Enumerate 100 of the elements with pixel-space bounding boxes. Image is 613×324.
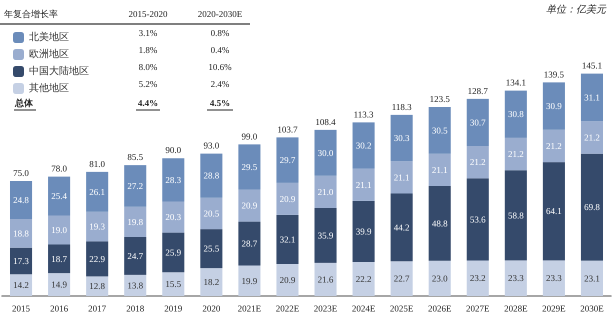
data-label: 69.8 bbox=[584, 202, 600, 212]
text: 1.8% bbox=[138, 45, 158, 55]
bar bbox=[238, 190, 260, 222]
total-label: 113.3 bbox=[354, 109, 374, 120]
text: 2015-2020 bbox=[128, 9, 168, 19]
data-label: 23.3 bbox=[508, 273, 524, 284]
data-label: 23.1 bbox=[584, 273, 600, 284]
bar bbox=[390, 161, 413, 194]
data-label: 30.7 bbox=[470, 117, 486, 128]
bar bbox=[352, 262, 375, 296]
bar bbox=[124, 165, 146, 207]
data-label: 18.8 bbox=[13, 228, 30, 238]
bar bbox=[48, 176, 70, 216]
text: 单位：亿美元 bbox=[546, 4, 607, 16]
data-label: 14.9 bbox=[51, 280, 68, 290]
bar bbox=[10, 181, 32, 219]
data-label: 21.2 bbox=[470, 157, 486, 168]
annotation: 总体 bbox=[14, 98, 34, 108]
data-label: 13.8 bbox=[127, 280, 144, 290]
x-tick-label: 2026E bbox=[428, 304, 452, 314]
bar bbox=[428, 260, 451, 296]
data-label: 21.1 bbox=[356, 180, 372, 190]
bar bbox=[238, 266, 260, 296]
legend-label: 中国大陆地区 bbox=[29, 65, 89, 77]
bar bbox=[10, 218, 32, 248]
x-tick-label: 2027E bbox=[466, 304, 490, 314]
annotation: 2.4% bbox=[210, 79, 230, 89]
data-label: 32.1 bbox=[280, 234, 296, 244]
text: 2020-2030E bbox=[198, 9, 243, 19]
data-label: 21.1 bbox=[394, 172, 410, 182]
data-label: 25.9 bbox=[165, 247, 182, 258]
data-label: 27.2 bbox=[127, 180, 144, 191]
data-label: 20.3 bbox=[165, 212, 182, 222]
bar bbox=[314, 130, 337, 176]
bar bbox=[124, 237, 146, 275]
data-label: 20.9 bbox=[242, 200, 258, 211]
bar bbox=[238, 222, 260, 266]
bar bbox=[276, 182, 299, 215]
data-label: 21.0 bbox=[318, 186, 334, 197]
total-label: 103.7 bbox=[277, 124, 298, 134]
bar bbox=[124, 274, 146, 296]
x-tick-label: 2028E bbox=[504, 304, 528, 314]
data-label: 29.7 bbox=[280, 155, 296, 166]
bar bbox=[504, 138, 527, 170]
bar bbox=[580, 154, 604, 261]
bar bbox=[504, 170, 527, 260]
bar bbox=[86, 212, 108, 242]
total-label: 85.5 bbox=[127, 152, 144, 162]
data-label: 22.9 bbox=[89, 254, 106, 264]
bar bbox=[466, 260, 489, 296]
bar bbox=[162, 272, 184, 296]
bar bbox=[162, 158, 184, 202]
data-label: 20.9 bbox=[280, 275, 296, 285]
data-label: 22.2 bbox=[356, 274, 372, 284]
data-label: 44.2 bbox=[394, 222, 410, 232]
bar bbox=[314, 208, 337, 263]
bar bbox=[542, 162, 565, 260]
data-label: 19.3 bbox=[89, 222, 106, 232]
data-label: 30.8 bbox=[508, 109, 524, 120]
x-tick-label: 2021E bbox=[238, 304, 262, 314]
bar bbox=[580, 121, 604, 154]
text: 8.0% bbox=[138, 62, 158, 72]
data-label: 14.2 bbox=[13, 280, 29, 290]
bar bbox=[542, 260, 565, 296]
x-tick-label: 2025E bbox=[390, 304, 414, 314]
data-label: 30.5 bbox=[432, 125, 448, 136]
x-tick-label: 2019 bbox=[164, 304, 183, 314]
bar bbox=[162, 202, 184, 233]
bar bbox=[504, 90, 527, 138]
bar bbox=[542, 82, 565, 130]
data-label: 23.0 bbox=[432, 273, 448, 284]
bar bbox=[428, 154, 451, 186]
total-label: 93.0 bbox=[203, 140, 220, 151]
bar bbox=[86, 241, 108, 276]
legend-label: 其他地区 bbox=[29, 82, 69, 94]
total-label: 90.0 bbox=[165, 145, 182, 156]
data-label: 24.7 bbox=[127, 250, 144, 261]
data-label: 28.7 bbox=[242, 238, 258, 249]
data-label: 20.5 bbox=[203, 208, 220, 218]
data-label: 28.3 bbox=[165, 174, 182, 185]
bar bbox=[314, 176, 337, 208]
bar bbox=[352, 200, 375, 262]
bar bbox=[428, 107, 451, 154]
total-label: 81.0 bbox=[89, 158, 106, 169]
bar bbox=[390, 261, 413, 296]
legend-label: 欧洲地区 bbox=[29, 48, 69, 60]
x-tick-label: 2029E bbox=[542, 304, 566, 314]
annotation: 4.5% bbox=[210, 98, 230, 108]
data-label: 17.3 bbox=[13, 256, 30, 266]
bar bbox=[542, 130, 565, 162]
total-label: 123.5 bbox=[430, 94, 450, 104]
total-label: 145.1 bbox=[582, 60, 602, 71]
bar bbox=[314, 262, 337, 296]
bar bbox=[276, 214, 299, 264]
bar bbox=[428, 186, 451, 261]
total-label: 128.7 bbox=[468, 86, 488, 96]
data-label: 39.9 bbox=[356, 226, 372, 236]
data-label: 30.9 bbox=[546, 101, 562, 112]
data-label: 12.8 bbox=[89, 281, 106, 292]
bar bbox=[390, 194, 413, 262]
